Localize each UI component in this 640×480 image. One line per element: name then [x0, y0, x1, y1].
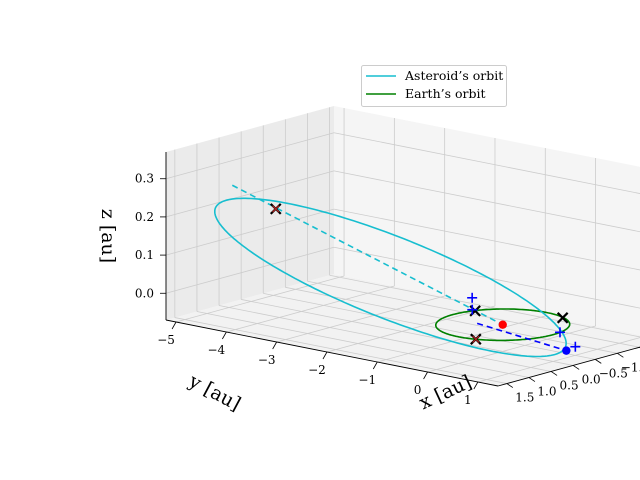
y-grid-floor: [196, 311, 530, 378]
z-grid-right: [333, 208, 640, 271]
point-markers: [269, 203, 581, 355]
x-tick: [372, 361, 378, 370]
z-grid-right: [333, 246, 640, 309]
y-grid-floor: [174, 317, 507, 384]
z-tick-label: 0.1: [135, 248, 154, 262]
y-tick-label: 0.5: [560, 378, 579, 392]
x-tick: [171, 321, 177, 330]
x-tick: [222, 331, 227, 340]
legend: Asteroid’s orbit Earth’s orbit: [361, 65, 507, 107]
x-tick-label: −4: [208, 343, 226, 357]
y-tick: [528, 377, 536, 382]
y-grid-floor: [241, 299, 574, 366]
dashed-line-1: [476, 322, 568, 352]
y-grid-floor: [285, 286, 618, 354]
y-tick: [617, 352, 624, 358]
y-tick: [550, 371, 558, 376]
z-axis-label: z [au]: [97, 209, 119, 263]
y-tick-label: 1.0: [537, 385, 556, 399]
dot-marker-4: [498, 320, 507, 329]
x-tick-label: −2: [308, 363, 326, 377]
z-grid-left: [165, 170, 335, 218]
x-tick: [473, 381, 479, 390]
y-axis-line: [497, 346, 640, 387]
z-grid-left: [165, 208, 335, 256]
x-grid-floor: [477, 337, 640, 383]
x-marker-overlay-0: [272, 205, 280, 213]
floor-pane: [166, 274, 640, 386]
z-grid-right: [333, 132, 640, 194]
legend-label-earth: Earth’s orbit: [405, 86, 486, 101]
x-tick-label: −1: [358, 373, 376, 387]
y-tick-label: 1.5: [515, 391, 534, 405]
y-tick: [572, 365, 580, 370]
y-grid-floor: [307, 280, 640, 348]
x-axis-line: [165, 319, 499, 387]
x-tick-label: 1: [464, 393, 472, 407]
earth-orbit-line: [434, 308, 571, 342]
axis-lines: [160, 152, 640, 390]
x-tick-label: −3: [258, 353, 276, 367]
x-grid-floor: [276, 295, 445, 343]
left-pane: [166, 106, 334, 320]
asteroid-orbit-line: [214, 197, 567, 358]
y-axis-label: y [au]: [184, 370, 244, 416]
x-grid-floor: [427, 325, 596, 373]
legend-box: [361, 65, 507, 107]
x-tick: [272, 341, 278, 350]
x-tick-label: 0: [414, 383, 422, 397]
y-grid-floor: [218, 305, 552, 372]
x-tick-label: −5: [157, 333, 175, 347]
y-tick-label: −0.5: [599, 366, 628, 380]
x-tick: [423, 371, 428, 380]
x-tick: [322, 351, 328, 360]
legend-label-asteroid: Asteroid’s orbit: [404, 68, 503, 83]
dot-marker-5: [562, 346, 571, 355]
x-marker-overlay-1: [472, 335, 480, 343]
x-grid-floor: [226, 285, 395, 333]
tick-labels: −5−4−3−2−1011.51.00.50.0−0.5−1.0−1.5−2.0…: [135, 172, 640, 407]
y-tick-label: −1.0: [621, 360, 640, 374]
z-grid-right: [333, 170, 640, 233]
z-tick-label: 0.2: [135, 210, 154, 224]
x-grid-floor: [175, 275, 345, 323]
x-marker-3: [556, 312, 569, 324]
y-tick-label: 0.0: [582, 372, 601, 386]
y-tick: [506, 383, 514, 388]
z-tick-label: 0.3: [135, 172, 154, 186]
y-grid-floor: [263, 292, 596, 360]
z-tick-label: 0.0: [135, 286, 154, 300]
z-grid-left: [165, 246, 335, 294]
x-grid-floor: [377, 315, 546, 363]
y-tick: [595, 359, 602, 364]
z-grid-left: [165, 132, 335, 180]
y-grid-floor: [329, 274, 640, 338]
